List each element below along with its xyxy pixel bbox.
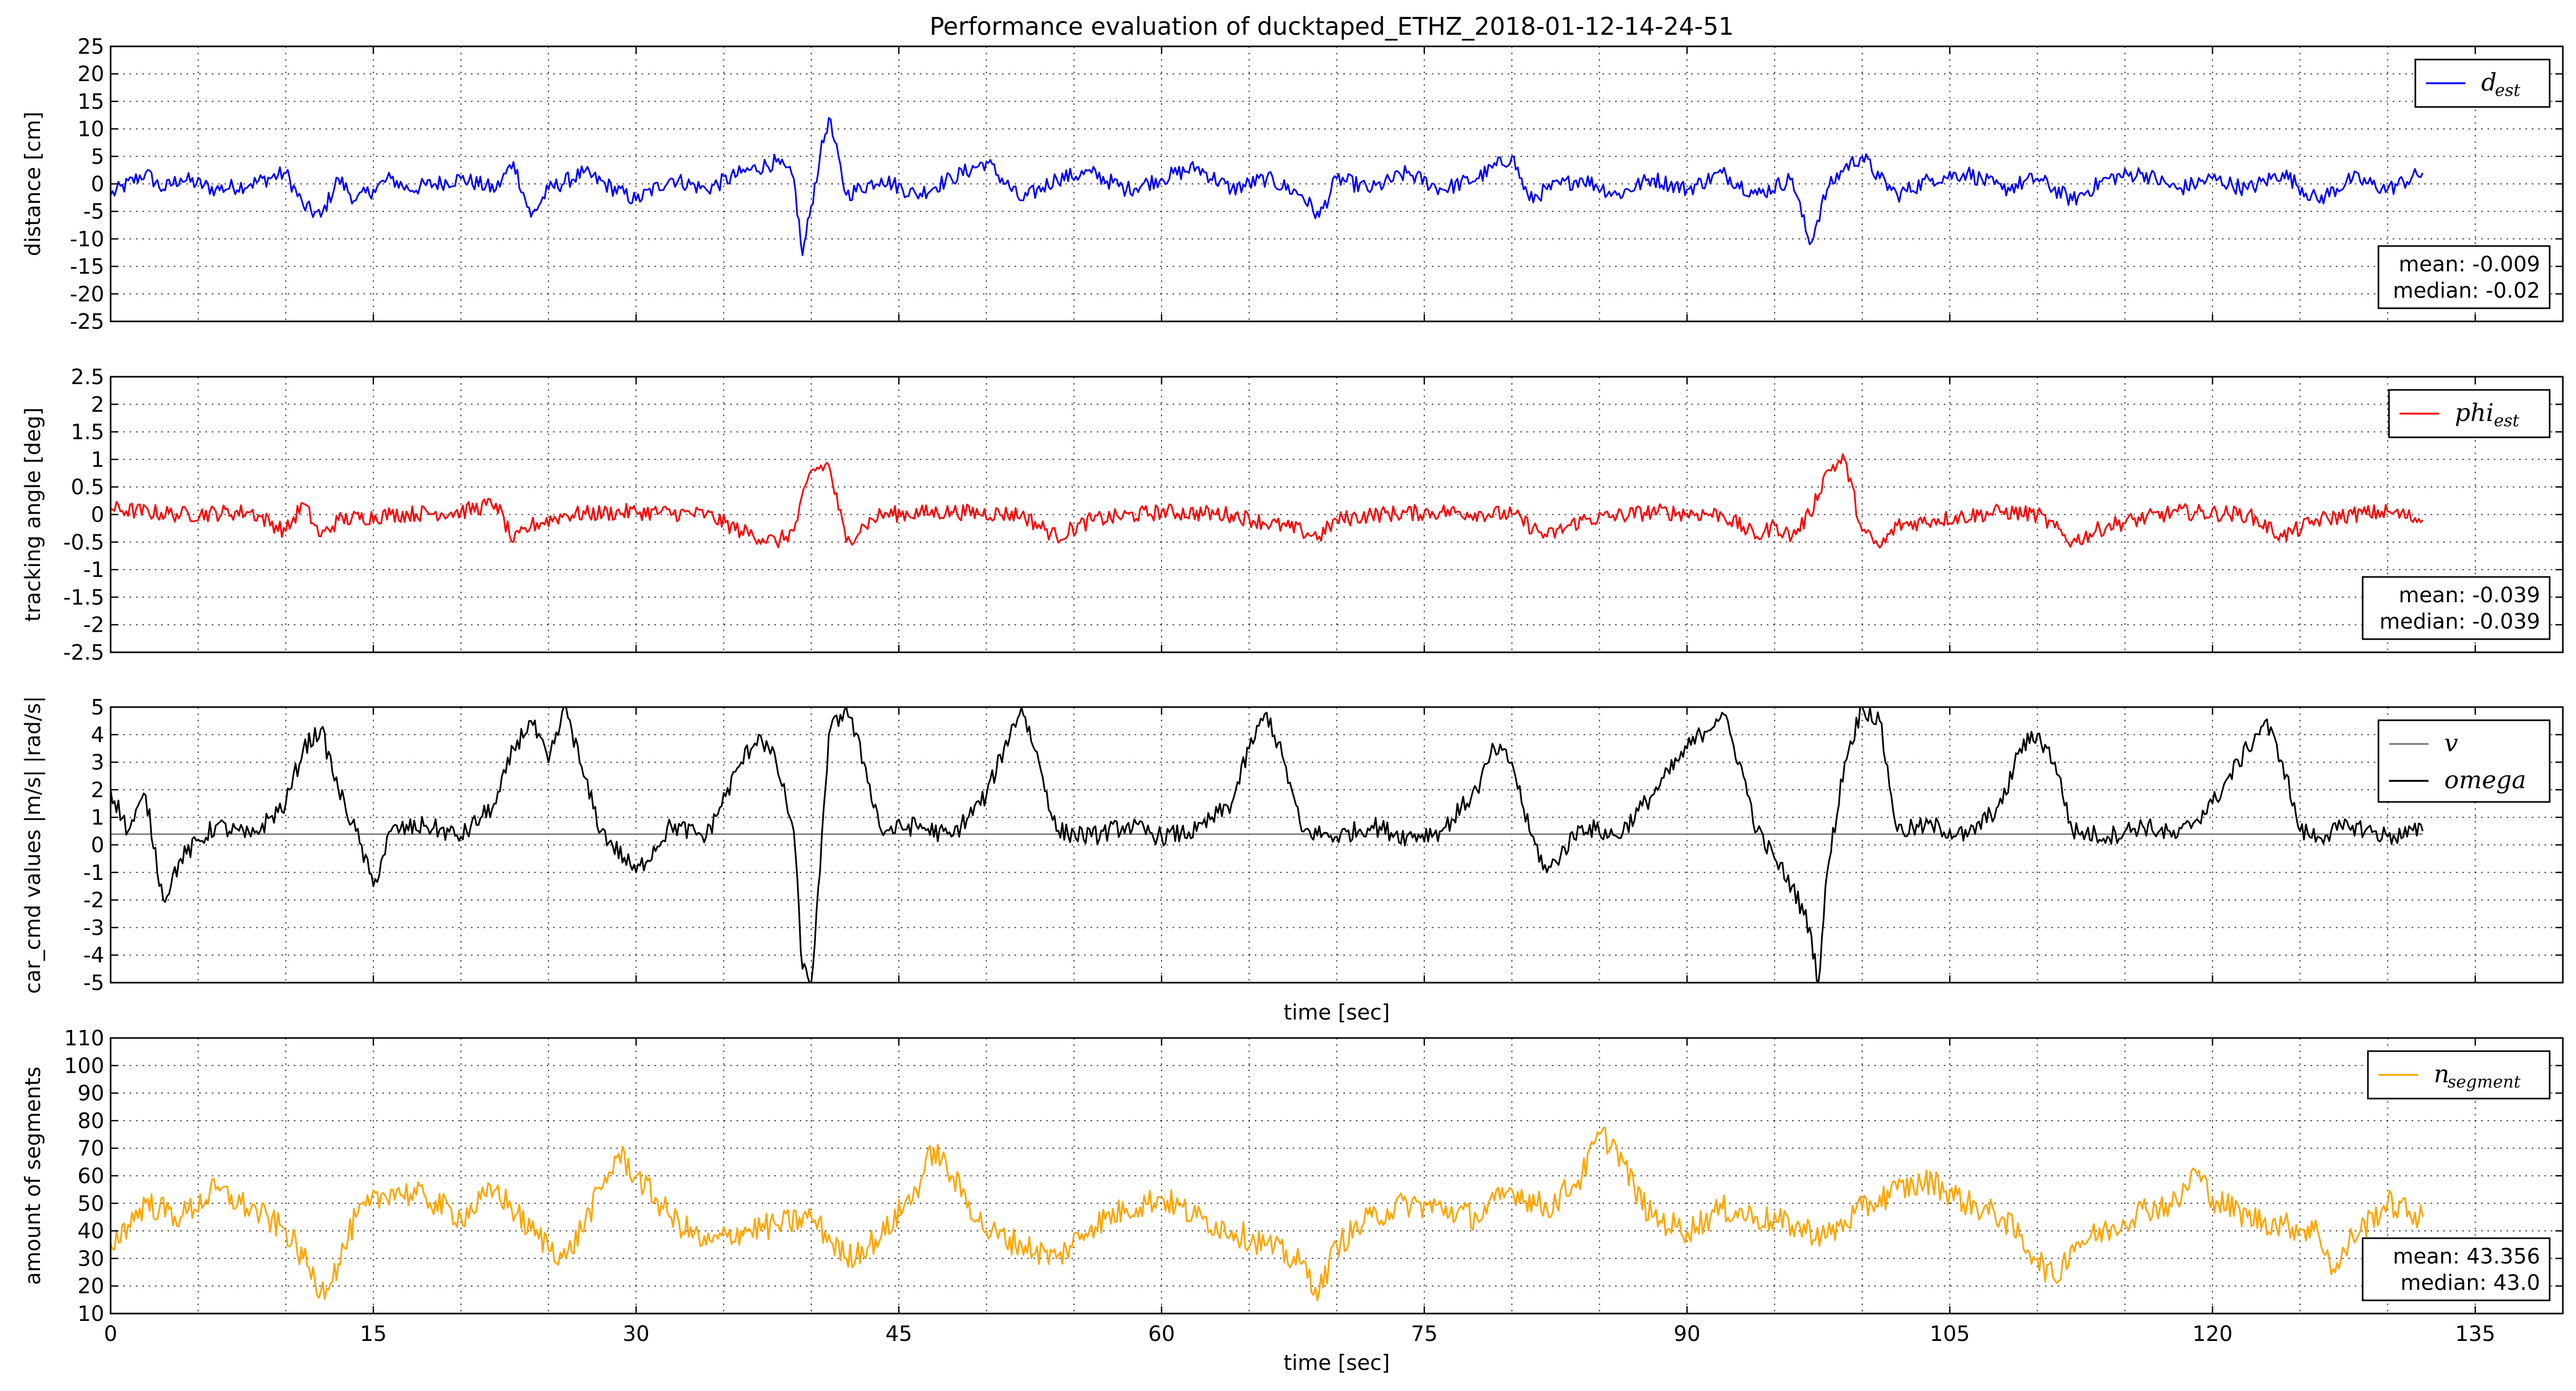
x-tick-label: 90	[1674, 1322, 1700, 1346]
y-axis-label: tracking angle [deg]	[21, 407, 45, 622]
legend-label-v: v	[2444, 729, 2458, 757]
y-tick-label: 0	[91, 172, 104, 197]
y-tick-label: 1.5	[71, 420, 104, 445]
legend: phi est	[2388, 389, 2551, 438]
y-tick-label: 3	[91, 751, 104, 775]
x-tick-label: 0	[104, 1322, 117, 1346]
y-tick-label: 15	[77, 90, 104, 114]
y-tick-label: -3	[83, 916, 104, 940]
y-axis-label: amount of segments	[21, 1066, 45, 1285]
stats-mean: mean: -0.009	[2398, 252, 2540, 277]
y-tick-label: 30	[77, 1247, 104, 1271]
series-group	[111, 707, 2424, 983]
stats-median: median: -0.039	[2380, 610, 2540, 634]
y-tick-label: -0.5	[63, 531, 104, 555]
legend-box	[2377, 719, 2551, 803]
y-tick-label: 60	[77, 1164, 104, 1189]
panel-tracking_angle: -2.5 -2 -1.5 -1 -0.5 0 0.5 1 1.5 2 2.5 tracking ang…	[21, 365, 2564, 665]
legend-subscript-phi: est	[2494, 410, 2519, 430]
y-tick-label: -1	[83, 558, 104, 582]
y-tick-label: -1	[83, 861, 104, 885]
stats-mean: mean: -0.039	[2398, 583, 2540, 608]
stats-frame	[2377, 245, 2551, 309]
legend-label-omega: omega	[2444, 766, 2526, 794]
x-tick-label: 120	[2192, 1322, 2233, 1346]
panel-distance: -25 -20 -15 -10 -5 0 5 10 15 20 25 distance [cm] des…	[21, 35, 2564, 334]
x-tick-label: 15	[360, 1322, 387, 1346]
y-tick-label: -2	[83, 888, 104, 913]
legend-label-phi: phi	[2455, 398, 2494, 427]
stats-median: median: 43.0	[2401, 1271, 2540, 1295]
x-tick-label: 45	[886, 1322, 912, 1346]
x-tick-label: 75	[1411, 1322, 1438, 1346]
y-tick-label: 70	[77, 1137, 104, 1161]
series-line-d	[111, 117, 2424, 257]
y-tick-label: 110	[64, 1026, 104, 1051]
y-tick-label: 2.5	[71, 365, 104, 389]
y-tick-label: -4	[83, 944, 104, 968]
series-group	[111, 1126, 2424, 1301]
legend-label-d: d	[2481, 68, 2496, 96]
y-axis-label: car_cmd values |m/s| |rad/s|	[21, 696, 45, 994]
y-tick-label: 40	[77, 1219, 104, 1243]
y-tick-label: -5	[83, 200, 104, 224]
x-tick-label: 105	[1930, 1322, 1970, 1346]
y-tick-label: 100	[64, 1054, 104, 1078]
x-axis-label: time [sec]	[1284, 1001, 1390, 1025]
y-tick-label: 0	[91, 834, 104, 858]
y-tick-label: 2	[91, 778, 104, 802]
legend-subscript-n: segment	[2447, 1072, 2521, 1092]
y-tick-label: -25	[70, 310, 104, 334]
y-tick-label: 1	[91, 448, 104, 472]
y-tick-label: 80	[77, 1109, 104, 1133]
y-tick-label: 20	[77, 62, 104, 86]
y-tick-label: 90	[77, 1082, 104, 1106]
y-tick-label: -15	[70, 255, 104, 279]
y-tick-label: -2	[83, 613, 104, 638]
series-group	[111, 117, 2424, 257]
series-group	[111, 453, 2424, 548]
legend-label-n: n	[2434, 1060, 2450, 1088]
x-tick-label: 60	[1148, 1322, 1175, 1346]
series-line-n	[111, 1126, 2424, 1301]
y-tick-label: 5	[91, 696, 104, 720]
stats-frame	[2362, 1237, 2551, 1301]
figure-title: Performance evaluation of ducktaped_ETHZ…	[930, 12, 1734, 41]
y-tick-label: -5	[83, 971, 104, 995]
y-tick-label: 25	[77, 35, 104, 59]
legend-subscript-d: est	[2495, 80, 2520, 100]
y-tick-label: 4	[91, 723, 104, 747]
y-tick-label: 2	[91, 393, 104, 417]
x-tick-label: 135	[2455, 1322, 2495, 1346]
y-tick-label: 50	[77, 1192, 104, 1216]
y-tick-label: 5	[91, 145, 104, 169]
y-tick-label: -2.5	[63, 641, 104, 665]
legend: v omega	[2377, 719, 2551, 803]
stats-mean: mean: 43.356	[2393, 1245, 2540, 1269]
y-tick-label: 0	[91, 503, 104, 527]
y-tick-label: 1	[91, 806, 104, 830]
y-tick-label: 0.5	[71, 475, 104, 499]
series-line-omega	[111, 707, 2424, 983]
stats-median: median: -0.02	[2393, 279, 2540, 303]
y-axis-label: distance [cm]	[21, 112, 45, 256]
y-tick-label: 10	[77, 1302, 104, 1326]
panel-segments: 10 20 30 40 50 60 70 80 90 100 110 0 15 30 45 60 75 90 105…	[21, 1026, 2564, 1375]
x-tick-label: 30	[623, 1322, 650, 1346]
series-line-phi	[111, 453, 2424, 548]
y-tick-label: -10	[70, 227, 104, 251]
y-tick-label: -1.5	[63, 585, 104, 610]
panel-car_cmd: -5 -4 -3 -2 -1 0 1 2 3 4 5 car_cmd values |m/s| |ra…	[21, 696, 2564, 1025]
x-axis-label: time [sec]	[1284, 1351, 1390, 1375]
y-tick-label: 10	[77, 117, 104, 142]
y-tick-label: -20	[70, 282, 104, 307]
y-tick-label: 20	[77, 1275, 104, 1299]
stats-frame	[2362, 576, 2551, 640]
